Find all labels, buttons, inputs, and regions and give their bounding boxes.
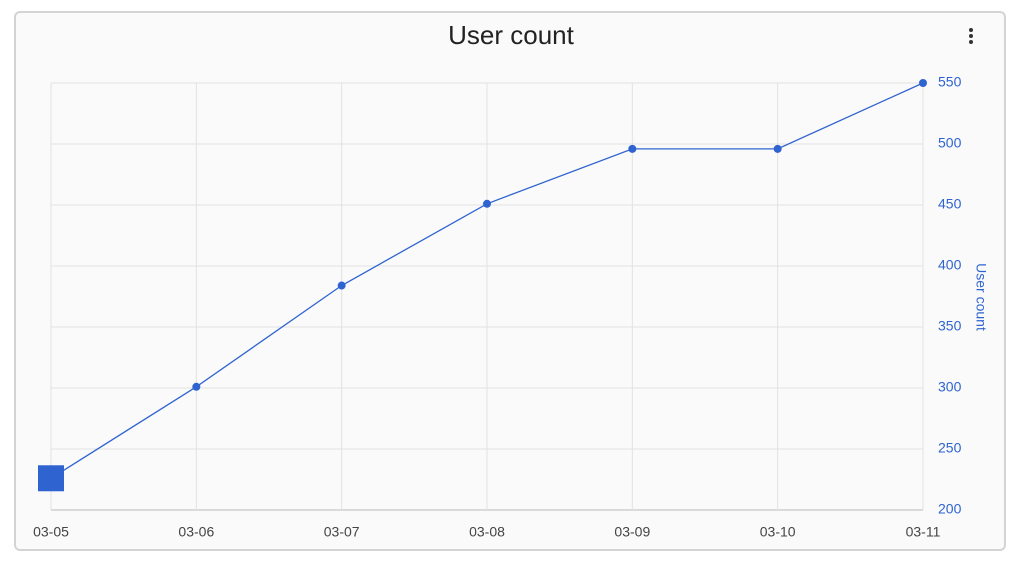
y2-tick-label: 300 xyxy=(938,379,962,395)
x-tick-label: 03-05 xyxy=(33,524,69,540)
y2-tick-label: 250 xyxy=(938,440,962,456)
y2-tick-label: 200 xyxy=(938,501,962,517)
x-tick-label: 03-10 xyxy=(760,524,796,540)
chart-title: User count xyxy=(448,20,574,50)
x-tick-label: 03-08 xyxy=(469,524,505,540)
highlighted-point xyxy=(38,465,64,492)
y2-axis-label: User count xyxy=(973,263,989,331)
menu-button[interactable] xyxy=(962,26,980,48)
x-tick-label: 03-09 xyxy=(614,524,650,540)
y2-tick-label: 550 xyxy=(938,74,962,90)
data-point xyxy=(337,281,346,290)
y2-tick-label: 450 xyxy=(938,196,962,212)
data-point xyxy=(919,79,927,87)
x-tick-label: 03-11 xyxy=(906,524,941,540)
y2-tick-label: 350 xyxy=(938,318,962,334)
x-tick-label: 03-07 xyxy=(324,524,360,540)
data-point xyxy=(192,382,201,391)
y2-tick-label: 500 xyxy=(938,135,962,151)
data-point xyxy=(483,199,491,208)
y2-tick-label: 400 xyxy=(938,257,962,273)
x-tick-label: 03-06 xyxy=(178,524,214,540)
chart-card xyxy=(14,11,1006,551)
data-point xyxy=(773,144,782,153)
data-point xyxy=(628,144,637,153)
